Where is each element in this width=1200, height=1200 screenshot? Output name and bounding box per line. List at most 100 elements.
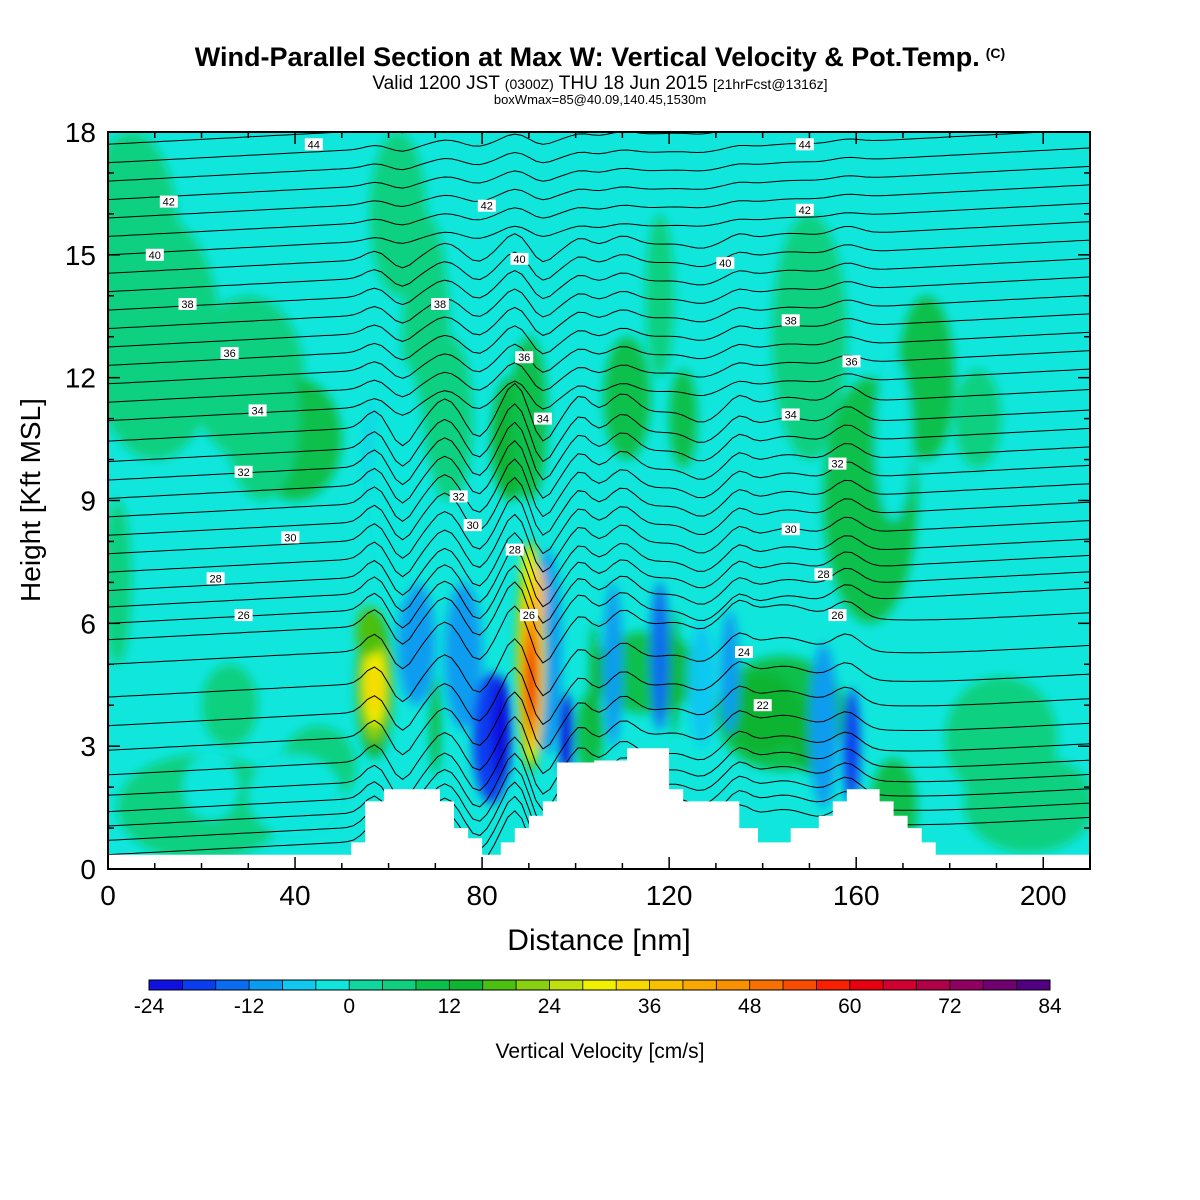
contour-label-box (304, 138, 323, 151)
velocity-cell (603, 582, 623, 747)
contour-label: 40 (149, 250, 161, 262)
contour-label: 36 (223, 348, 235, 360)
x-tick-label: 160 (833, 880, 880, 911)
contour-label: 42 (163, 197, 175, 209)
contour-label-box (449, 490, 468, 503)
theta-contour-line (108, 165, 1090, 219)
x-tick-label: 120 (646, 880, 693, 911)
contour-label-box (814, 568, 833, 581)
colorbar-swatch (816, 980, 851, 990)
colorbar-tick-label: 48 (738, 995, 761, 1018)
velocity-cell (248, 754, 342, 837)
box-max-info: boxWmax=85@40.09,140.45,1530m (493, 92, 707, 107)
contour-label-box (781, 523, 800, 536)
contour-label: 38 (181, 299, 193, 311)
velocity-cell (426, 336, 473, 501)
theta-contour-line (108, 382, 1090, 447)
velocity-cell (108, 132, 179, 337)
copyright-mark: (C) (985, 45, 1006, 61)
contour-label-box (159, 195, 178, 208)
colorbar-swatch (315, 980, 350, 990)
contour-label-box (431, 298, 449, 310)
colorbar-swatch (349, 980, 383, 990)
colorbar-swatch (415, 980, 450, 990)
contour-label-box (178, 298, 197, 310)
colorbar-swatch (649, 980, 684, 990)
theta-contour-line (108, 184, 1090, 237)
contour-label: 42 (799, 205, 811, 217)
colorbar-tick-label: 84 (1038, 995, 1062, 1018)
colorbar-swatch (616, 980, 650, 990)
colorbar-swatch (883, 980, 917, 990)
y-tick-label: 18 (65, 117, 96, 148)
colorbar-swatch (549, 980, 584, 990)
colorbar-swatch (449, 980, 484, 990)
colorbar-swatch (983, 980, 1018, 990)
theta-contour-line (108, 276, 1090, 329)
contour-label-box (735, 646, 753, 658)
contour-labels: 44 44 42 42 42 40 40 40 38 38 38 36 36 36 34 34 34 32 32 32… (145, 138, 861, 712)
theta-contour-line (108, 132, 1054, 182)
velocity-cell (669, 369, 698, 468)
contour-label-box (477, 199, 496, 212)
contour-label-box (510, 252, 529, 265)
velocity-cell (603, 336, 651, 460)
contour-label-box (234, 465, 253, 478)
contour-label-box (795, 138, 814, 151)
terrain (108, 748, 1090, 869)
colorbar-tick-label: -12 (234, 995, 264, 1018)
theta-contour-line (108, 403, 1090, 467)
contour-label: 26 (237, 610, 249, 622)
colorbar-swatch (249, 980, 283, 990)
velocity-cell (444, 582, 483, 730)
contour-label-box (828, 457, 847, 470)
theta-contour-line (108, 202, 1090, 256)
y-axis-label: Height [Kft MSL] (15, 398, 46, 602)
theta-contour-line (108, 313, 1090, 366)
contour-label: 32 (453, 491, 465, 503)
theta-contour-line (108, 132, 719, 164)
velocity-cell (725, 672, 801, 755)
colorbar-swatch (849, 980, 884, 990)
velocity-cell (772, 213, 847, 460)
colorbar-tick-label: 60 (838, 995, 861, 1018)
theta-contour-line (108, 368, 1090, 422)
contour-label: 38 (785, 315, 797, 327)
velocity-cell (224, 336, 300, 501)
x-tick-label: 40 (279, 880, 310, 911)
contour-label: 30 (785, 524, 797, 536)
colorbar: -24 -12 0 12 24 36 48 60 72 84 (134, 979, 1062, 1018)
theta-contours (108, 132, 1090, 869)
colorbar-swatch (916, 980, 951, 990)
velocity-cell (369, 357, 426, 603)
contour-label-box (463, 519, 482, 532)
y-tick-label: 6 (80, 608, 96, 639)
theta-contour-line (108, 532, 1090, 596)
colorbar-swatch (783, 980, 817, 990)
velocity-cell (809, 643, 838, 808)
contour-label: 26 (831, 610, 843, 622)
velocity-cell (645, 213, 674, 378)
velocity-cell (490, 676, 512, 783)
y-tick-label: 15 (65, 240, 96, 271)
contour-label-box (220, 347, 239, 360)
x-tick-label: 200 (1020, 880, 1067, 911)
theta-contour-line (108, 221, 1090, 274)
velocity-cell (954, 369, 1002, 468)
colorbar-label: Vertical Velocity [cm/s] (496, 1040, 705, 1063)
velocity-cell (182, 754, 239, 820)
colorbar-swatch (482, 980, 517, 990)
theta-contour-line (108, 581, 1090, 645)
contour-label-box (515, 351, 534, 364)
contour-label: 40 (513, 254, 525, 266)
theta-contour-line (108, 132, 410, 145)
colorbar-swatch (682, 980, 717, 990)
theta-contour-line (108, 476, 1090, 541)
colorbar-swatch (382, 980, 417, 990)
theta-contour-line (108, 458, 1090, 523)
x-tick-label: 0 (100, 880, 116, 911)
contour-label-box (828, 609, 847, 622)
theta-contour-line (108, 331, 1090, 385)
velocity-cell (687, 623, 716, 747)
